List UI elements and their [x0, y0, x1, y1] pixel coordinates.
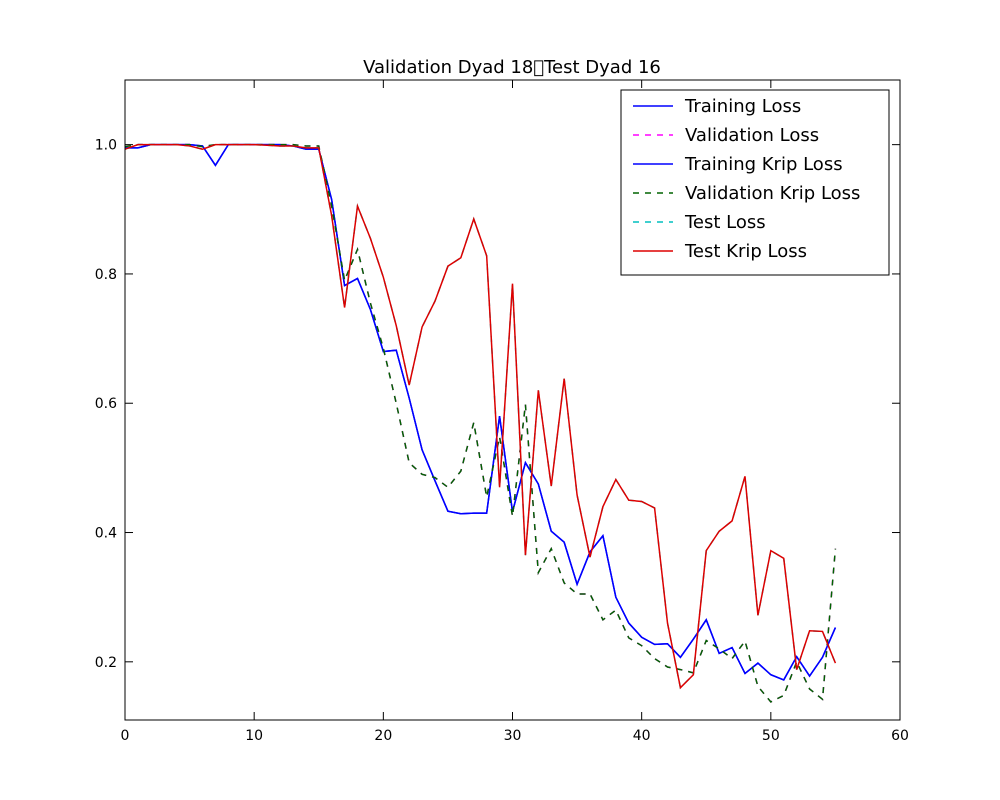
x-tick-label: 0 [121, 728, 130, 744]
series-line-3 [124, 143, 837, 703]
series-layer [124, 143, 837, 703]
x-tick-label: 60 [891, 728, 909, 744]
ticks-layer: 0 10 20 30 40 50 60 0.2 0.4 0.6 0.8 1.0 [95, 80, 909, 744]
y-tick-label: 0.8 [95, 267, 117, 283]
chart-title: Validation Dyad 18 Test Dyad 16 [363, 57, 661, 78]
x-tick-label: 50 [762, 728, 780, 744]
y-tick-label: 0.2 [95, 655, 117, 671]
legend: Training Loss Validation Loss Training Kri… [620, 89, 890, 276]
y-tick-label: 0.4 [95, 526, 117, 542]
legend-label: Training Loss [684, 96, 801, 117]
y-tick-label: 1.0 [95, 138, 117, 154]
legend-label: Training Krip Loss [684, 154, 843, 175]
legend-label: Test Krip Loss [684, 241, 807, 262]
x-tick-label: 40 [633, 728, 651, 744]
x-tick-label: 10 [245, 728, 263, 744]
legend-label: Test Loss [684, 212, 766, 233]
x-tick-label: 20 [374, 728, 392, 744]
legend-label: Validation Loss [685, 125, 819, 146]
y-tick-label: 0.6 [95, 396, 117, 412]
legend-box [620, 89, 890, 276]
series-line-5 [124, 143, 837, 690]
legend-label: Validation Krip Loss [685, 183, 860, 204]
x-tick-label: 30 [504, 728, 522, 744]
